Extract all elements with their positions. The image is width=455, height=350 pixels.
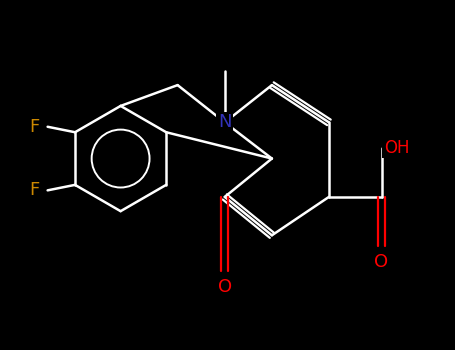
Text: F: F: [29, 118, 40, 136]
Text: N: N: [218, 113, 232, 131]
Text: O: O: [217, 278, 232, 296]
Text: O: O: [374, 253, 389, 271]
Text: OH: OH: [384, 139, 410, 156]
Text: F: F: [29, 181, 40, 200]
